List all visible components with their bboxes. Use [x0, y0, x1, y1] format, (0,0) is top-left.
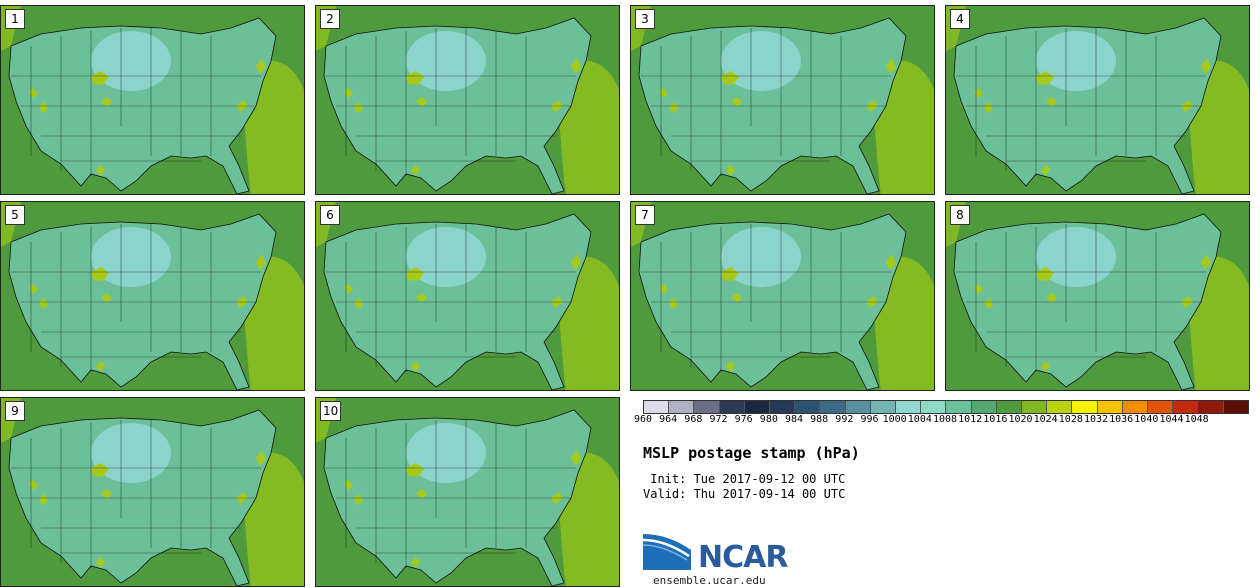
colorbar-tick-label: 964	[659, 414, 678, 425]
member-number-label: 3	[635, 9, 655, 29]
member-number-label: 5	[5, 205, 25, 225]
colorbar-tick-label: 1036	[1109, 414, 1134, 425]
colorbar-tick-label: 968	[684, 414, 703, 425]
init-time: Init: Tue 2017-09-12 00 UTC	[643, 472, 846, 486]
colorbar-swatch	[1047, 401, 1073, 413]
mslp-map	[1, 202, 304, 390]
colorbar-tick-label: 1016	[983, 414, 1008, 425]
mslp-map	[316, 202, 619, 390]
colorbar-swatch	[870, 401, 897, 413]
colorbar-swatch	[996, 401, 1023, 413]
colorbar-swatch	[1198, 401, 1224, 413]
colorbar-tick-label: 960	[633, 414, 653, 425]
colorbar-tick-label: 984	[784, 414, 804, 425]
pressure-colorbar	[643, 400, 1249, 414]
colorbar-tick-label: 976	[734, 414, 753, 425]
colorbar-swatch	[896, 401, 922, 413]
mslp-map	[631, 6, 934, 194]
colorbar-swatch	[971, 401, 997, 413]
map-title: MSLP postage stamp (hPa)	[643, 444, 860, 462]
logo-url: ensemble.ucar.edu	[653, 574, 766, 587]
colorbar-swatch	[820, 401, 846, 413]
colorbar-tick-label: 996	[860, 414, 879, 425]
colorbar-tick-label: 1040	[1134, 414, 1159, 425]
colorbar-tick-label: 980	[759, 414, 778, 425]
ensemble-member-panel-10: 10	[315, 397, 620, 587]
ensemble-member-panel-2: 2	[315, 5, 620, 195]
member-number-label: 6	[320, 205, 340, 225]
colorbar-tick-label: 1008	[932, 414, 958, 425]
member-number-label: 9	[5, 401, 25, 421]
valid-time: Valid: Thu 2017-09-14 00 UTC	[643, 487, 846, 501]
mslp-map	[1, 398, 304, 586]
ensemble-member-panel-3: 3	[630, 5, 935, 195]
colorbar-swatch	[694, 401, 720, 413]
logo-wordmark: NCAR	[698, 540, 788, 575]
colorbar-swatch	[770, 401, 796, 413]
colorbar-tick-label: 1044	[1159, 414, 1184, 425]
colorbar-swatch	[921, 401, 947, 413]
colorbar-tick-label: 988	[810, 414, 829, 425]
mslp-map	[1, 6, 304, 194]
mslp-map	[316, 398, 619, 586]
mslp-map	[946, 202, 1249, 390]
colorbar-tick-label: 992	[835, 414, 854, 425]
mslp-map	[946, 6, 1249, 194]
colorbar-tick-label: 1024	[1033, 414, 1058, 425]
colorbar-swatch	[669, 401, 695, 413]
ensemble-member-panel-1: 1	[0, 5, 305, 195]
ensemble-member-panel-9: 9	[0, 397, 305, 587]
colorbar-swatch	[744, 401, 771, 413]
colorbar-tick-label: 1020	[1008, 414, 1033, 425]
mslp-map	[316, 6, 619, 194]
member-number-label: 4	[950, 9, 970, 29]
ensemble-member-panel-4: 4	[945, 5, 1250, 195]
ensemble-member-panel-7: 7	[630, 201, 935, 391]
colorbar-swatch	[1148, 401, 1174, 413]
member-number-label: 2	[320, 9, 340, 29]
colorbar-tick-label: 1000	[882, 414, 907, 425]
colorbar-swatch	[719, 401, 745, 413]
mslp-map	[631, 202, 934, 390]
colorbar-swatch	[845, 401, 871, 413]
colorbar-tick-label: 1004	[907, 414, 932, 425]
colorbar-swatch	[644, 401, 670, 413]
ensemble-member-panel-8: 8	[945, 201, 1250, 391]
colorbar-swatch	[1122, 401, 1149, 413]
member-number-label: 7	[635, 205, 655, 225]
ensemble-member-panel-5: 5	[0, 201, 305, 391]
colorbar-swatch	[946, 401, 972, 413]
member-number-label: 10	[320, 401, 342, 421]
colorbar-tick-label: 1028	[1058, 414, 1083, 425]
colorbar-tick-label: 1012	[958, 414, 983, 425]
colorbar-swatch	[1097, 401, 1123, 413]
ensemble-member-panel-6: 6	[315, 201, 620, 391]
colorbar-swatch	[1223, 401, 1248, 413]
colorbar-tick-label: 1048	[1184, 414, 1209, 425]
colorbar-swatch	[795, 401, 821, 413]
colorbar-tick-labels: 960 964 968 972 976 980 984 988 992 996 1000 1004 10…	[633, 414, 1253, 428]
ncar-logo-icon	[643, 534, 691, 570]
colorbar-swatch	[1022, 401, 1048, 413]
colorbar-swatch	[1072, 401, 1098, 413]
colorbar-swatch	[1173, 401, 1199, 413]
colorbar-tick-label: 972	[709, 414, 728, 425]
member-number-label: 1	[5, 9, 25, 29]
member-number-label: 8	[950, 205, 970, 225]
colorbar-tick-label: 1032	[1083, 414, 1109, 425]
